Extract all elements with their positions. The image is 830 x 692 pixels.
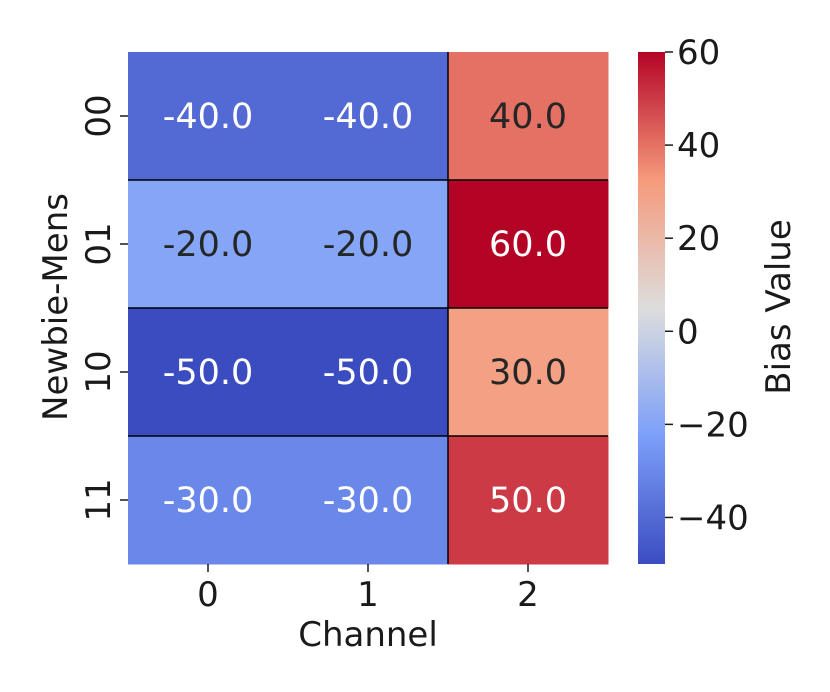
cell-value-label: -20.0 bbox=[323, 225, 414, 265]
cell-value-label: -50.0 bbox=[323, 353, 414, 393]
x-axis-ticks: 0 1 2 bbox=[197, 564, 539, 615]
y-tick-label: 01 bbox=[79, 222, 119, 265]
y-tick-label: 00 bbox=[79, 94, 119, 137]
x-axis-label: Channel bbox=[298, 615, 438, 655]
y-axis-ticks: 00 01 10 11 bbox=[79, 94, 128, 522]
colorbar-label: Bias Value bbox=[759, 219, 799, 395]
x-tick-label: 1 bbox=[357, 575, 379, 615]
cell-value-label: -40.0 bbox=[163, 97, 254, 137]
heatmap-cell bbox=[128, 52, 289, 181]
heatmap-cells bbox=[128, 52, 609, 565]
cell-value-label: 50.0 bbox=[489, 481, 567, 521]
heatmap-cell bbox=[128, 436, 289, 565]
y-axis-label: Newbie-Mens bbox=[36, 193, 76, 421]
x-tick-label: 0 bbox=[197, 575, 219, 615]
colorbar-tick-label: −40 bbox=[677, 498, 749, 538]
cell-separators bbox=[128, 52, 608, 564]
colorbar-tick-label: 0 bbox=[677, 312, 699, 352]
cell-value-label: -50.0 bbox=[163, 353, 254, 393]
heatmap-cell bbox=[448, 180, 609, 309]
heatmap-cell bbox=[448, 52, 609, 181]
heatmap-cell bbox=[448, 308, 609, 437]
cell-value-label: -20.0 bbox=[163, 225, 254, 265]
heatmap-cell bbox=[128, 180, 289, 309]
colorbar-tick-label: 60 bbox=[677, 33, 720, 73]
heatmap-cell bbox=[448, 436, 609, 565]
cell-value-label: 60.0 bbox=[489, 225, 567, 265]
cell-value-label: -30.0 bbox=[323, 481, 414, 521]
cell-value-label: -40.0 bbox=[323, 97, 414, 137]
cell-value-label: -30.0 bbox=[163, 481, 254, 521]
cell-value-label: 40.0 bbox=[489, 97, 567, 137]
heatmap-cell bbox=[128, 308, 289, 437]
colorbar-tick-label: 40 bbox=[677, 126, 720, 166]
heatmap-cell bbox=[288, 52, 449, 181]
heatmap-cell-labels: -40.0 -40.0 40.0 -20.0 -20.0 60.0 -50.0 -50.0 30… bbox=[163, 97, 567, 521]
colorbar-tick-label: 20 bbox=[677, 219, 720, 259]
y-tick-label: 10 bbox=[79, 350, 119, 393]
heatmap-cell bbox=[288, 308, 449, 437]
heatmap-cell bbox=[288, 180, 449, 309]
heatmap-cell bbox=[288, 436, 449, 565]
colorbar bbox=[638, 52, 665, 564]
y-tick-label: 11 bbox=[79, 478, 119, 521]
x-tick-label: 2 bbox=[517, 575, 539, 615]
colorbar-ticks: 60 40 20 0 −20 −40 bbox=[665, 33, 749, 538]
colorbar-tick-label: −20 bbox=[677, 405, 749, 445]
cell-value-label: 30.0 bbox=[489, 353, 567, 393]
